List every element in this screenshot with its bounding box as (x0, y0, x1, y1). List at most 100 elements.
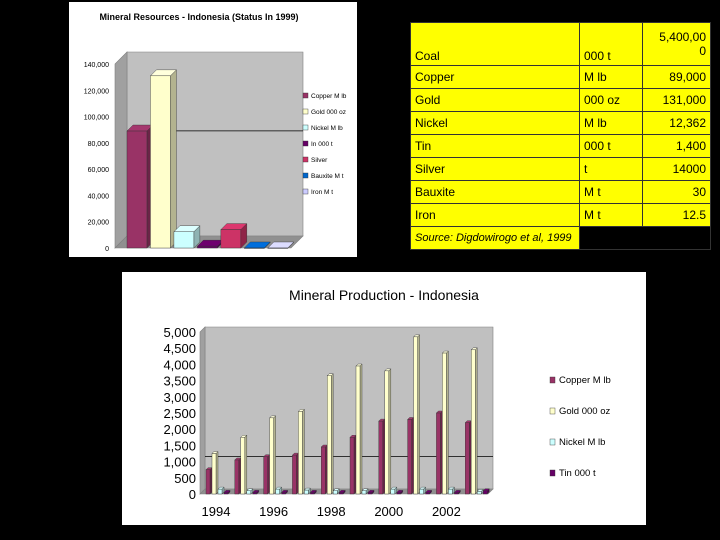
table-row: Coal 000 t 5,400,00 0 (410, 22, 711, 66)
bar-side (302, 408, 305, 495)
bar-side (215, 451, 219, 495)
legend-swatch (302, 124, 309, 131)
legend-swatch (302, 188, 309, 195)
x-tick-label: 1996 (259, 504, 288, 519)
source-note: Source: Digdowirogo et al, 1999 (410, 226, 580, 250)
bar (349, 434, 357, 495)
row-name: Silver (410, 157, 580, 181)
bar-side (324, 444, 328, 495)
bar-front (126, 130, 148, 249)
bar (482, 488, 490, 495)
row-unit: t (579, 157, 643, 181)
bar-side (170, 69, 177, 249)
bar-side (267, 454, 270, 495)
bar-front (436, 412, 441, 495)
bar-front (413, 336, 418, 495)
legend-label: Gold 000 oz (311, 109, 346, 116)
bar-front (240, 437, 246, 495)
y-tick-label: 20,000 (88, 220, 110, 227)
bar-front (367, 492, 373, 495)
bar-front (223, 492, 229, 495)
y-tick-label: 1,500 (163, 438, 196, 453)
bar-front (448, 488, 453, 495)
source-row: Source: Digdowirogo et al, 1999 (410, 226, 711, 250)
bar-front (244, 247, 265, 249)
bar-side (244, 434, 248, 495)
y-tick-label: 3,500 (163, 374, 196, 389)
bar-front (465, 422, 470, 495)
bar-front (217, 488, 223, 495)
bar (291, 452, 299, 495)
bar-front (263, 456, 268, 495)
table-row: Copper M lb 89,000 (410, 65, 711, 89)
bar (173, 225, 201, 249)
bar-side (417, 334, 420, 495)
plot-back-wall (204, 326, 494, 490)
bar-front (332, 490, 338, 495)
bar (447, 486, 455, 495)
bar-side (388, 368, 391, 495)
bar (419, 486, 427, 495)
production-chart-panel: Mineral Production - Indonesia 0 500 1,000 1… (122, 272, 646, 525)
legend-swatch (549, 469, 556, 477)
bar (281, 489, 289, 495)
bar-front (454, 492, 459, 495)
bar-front (320, 446, 326, 495)
legend-label: Copper M lb (559, 375, 611, 386)
y-tick-label: 140,000 (84, 62, 109, 69)
bar-front (234, 459, 240, 495)
y-tick-label: 4,000 (163, 357, 196, 372)
bar (309, 489, 317, 495)
bar-front (275, 488, 280, 495)
bar-front (483, 490, 488, 495)
chart-title: Mineral Resources - Indonesia (Status In… (99, 12, 298, 22)
bar-front (220, 229, 242, 249)
bar-side (411, 416, 414, 495)
bar-side (446, 350, 449, 495)
row-name: Coal (410, 22, 580, 66)
bar (378, 418, 386, 495)
legend-swatch (302, 140, 309, 147)
row-name: Iron (410, 203, 580, 227)
bar-side (469, 420, 472, 495)
bar (320, 444, 328, 495)
x-tick-label: 2002 (432, 504, 461, 519)
row-name: Tin (410, 134, 580, 158)
x-tick-label: 1994 (202, 504, 231, 519)
bar (269, 415, 277, 495)
bar-front (326, 375, 332, 495)
bar-side (238, 457, 242, 495)
resources-chart-panel: Mineral Resources - Indonesia (Status In… (69, 2, 357, 257)
bar-front (338, 492, 344, 495)
x-tick-label: 2000 (374, 504, 403, 519)
bar-front (267, 247, 288, 249)
bar (267, 241, 295, 249)
bar-front (361, 490, 367, 495)
row-unit: M lb (579, 111, 643, 135)
plot-side-wall (199, 326, 206, 495)
legend-swatch (549, 376, 556, 384)
bar-front (304, 489, 309, 495)
bar (390, 486, 398, 495)
bar (246, 488, 254, 495)
y-tick-label: 2,500 (163, 406, 196, 421)
y-tick-label: 80,000 (88, 141, 110, 148)
legend-label: Iron M t (311, 189, 333, 196)
row-name: Bauxite (410, 180, 580, 204)
row-value: 5,400,00 0 (642, 22, 711, 66)
legend-swatch (302, 156, 309, 163)
y-tick-label: 1,000 (163, 455, 196, 470)
bar (332, 488, 340, 495)
bar-front (252, 492, 258, 495)
bar (217, 486, 225, 495)
bar (252, 489, 260, 495)
bar-front (292, 454, 297, 495)
bar (275, 486, 283, 495)
row-name: Nickel (410, 111, 580, 135)
y-tick-label: 60,000 (88, 167, 110, 174)
resources-chart: Mineral Resources - Indonesia (Status In… (84, 12, 347, 253)
bar (338, 489, 346, 495)
bar (367, 489, 375, 495)
row-unit: 000 t (579, 134, 643, 158)
bar-front (211, 453, 217, 495)
